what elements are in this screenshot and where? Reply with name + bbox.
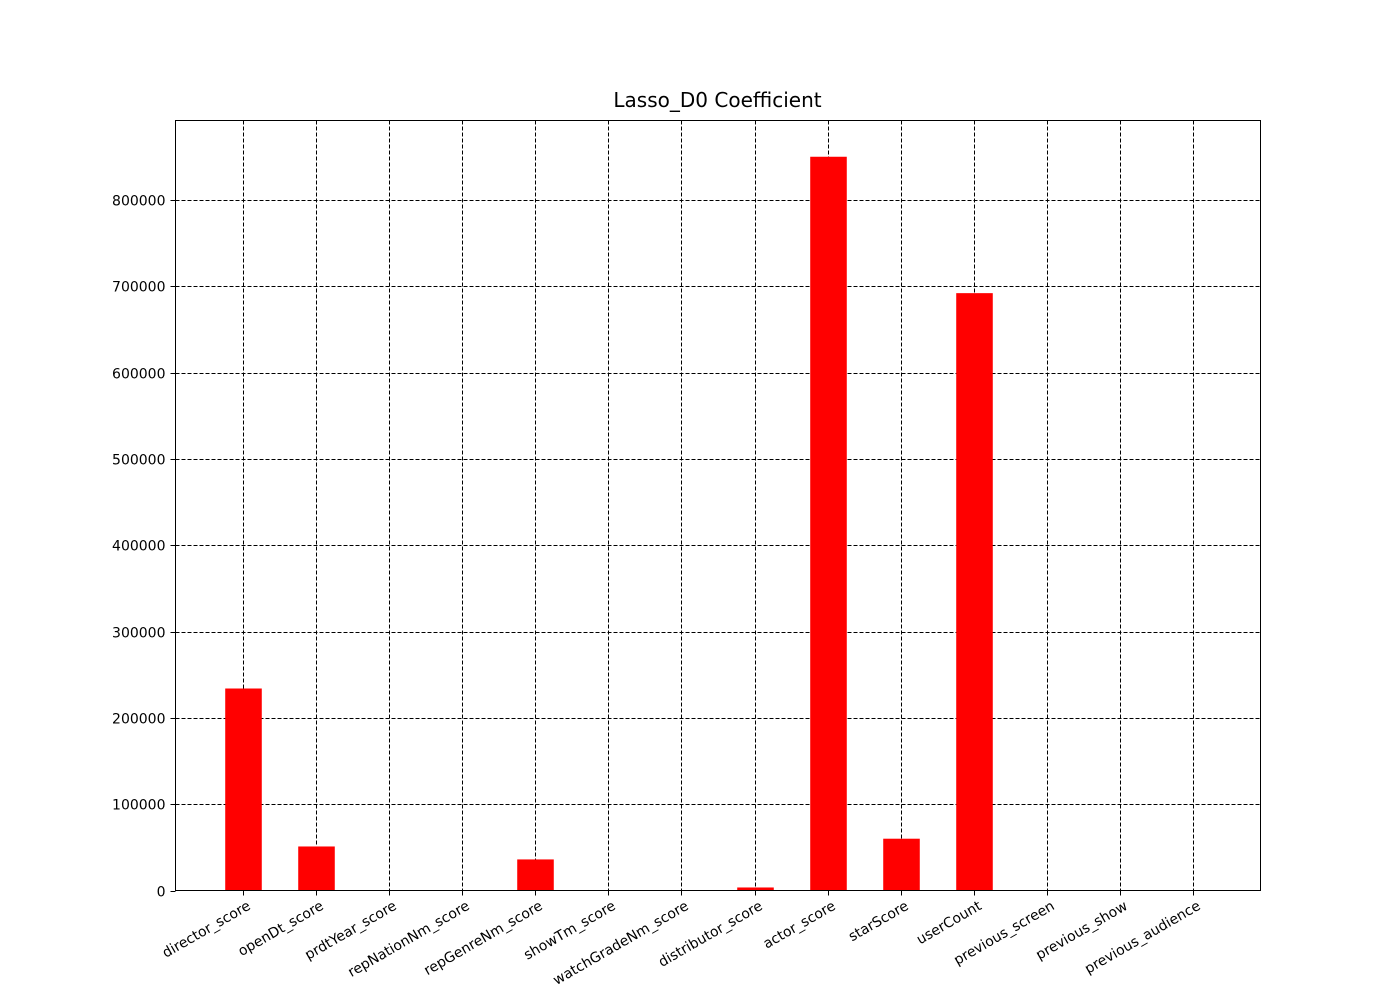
x-tick-label: repGenreNm_score (421, 898, 545, 979)
bar-distributor_score (737, 887, 774, 891)
x-tick-label: watchGradeNm_score (551, 898, 692, 989)
y-tick-label: 100000 (112, 798, 165, 814)
bar-director_score (225, 688, 262, 891)
bar-actor_score (810, 156, 847, 891)
bar-starScore (883, 838, 920, 891)
grid-lines (175, 120, 1261, 891)
y-tick-label: 200000 (112, 712, 165, 728)
plot-frame (175, 120, 1261, 891)
x-tick-label: starScore (846, 898, 911, 945)
bar-userCount (956, 293, 993, 891)
bars (225, 156, 993, 891)
x-tick-label: actor_score (761, 898, 839, 952)
bar-openDt_score (298, 846, 335, 891)
chart-title: Lasso_D0 Coefficient (613, 88, 821, 112)
x-tick-label: repNationNm_score (345, 898, 472, 981)
y-tick-label: 400000 (112, 539, 165, 555)
y-tick-label: 0 (157, 885, 166, 901)
y-tick-label: 800000 (112, 194, 165, 210)
y-tick-label: 600000 (112, 367, 165, 383)
bar-repGenreNm_score (517, 859, 554, 891)
y-axis-ticks: 0 100000 200000 300000 400000 500000 600000 700… (112, 194, 176, 901)
x-axis-ticks: director_scoreopenDt_scoreprdtYear_score… (160, 890, 1204, 989)
y-tick-label: 700000 (112, 280, 165, 296)
y-tick-label: 500000 (112, 453, 165, 469)
y-tick-label: 300000 (112, 626, 165, 642)
